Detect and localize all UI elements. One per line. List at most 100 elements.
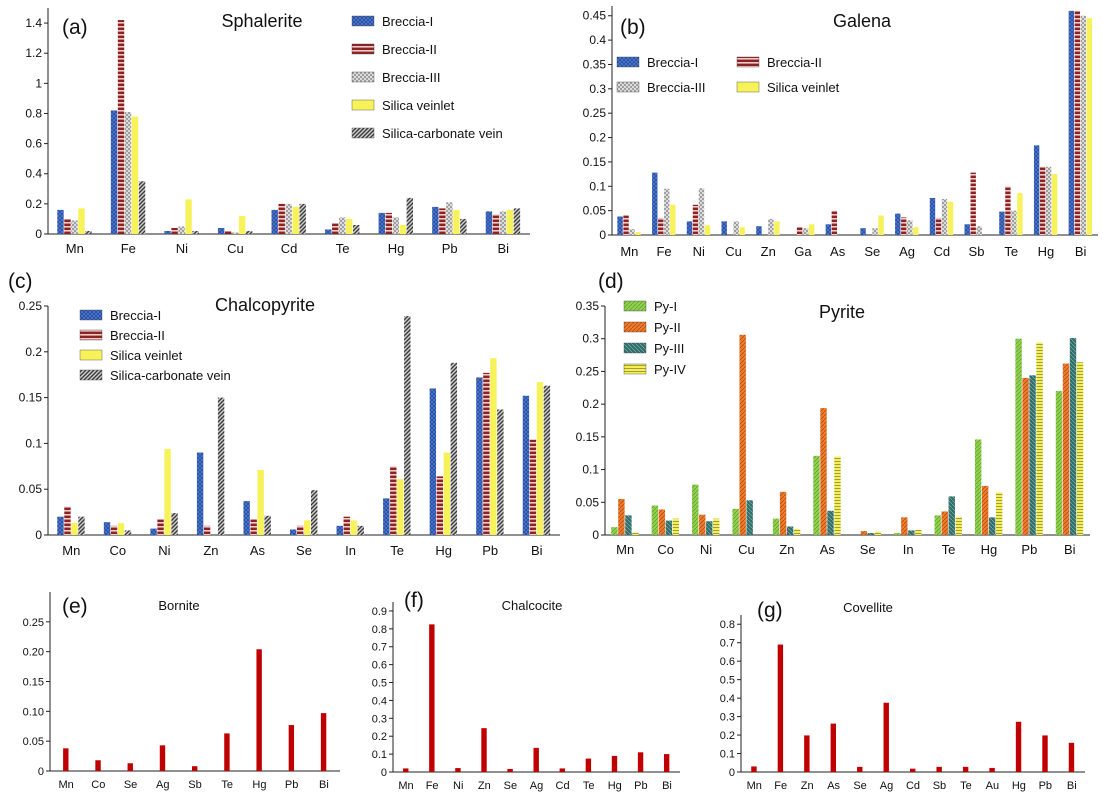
bar-a-silicaCarb-fe	[138, 181, 146, 234]
x-tick-label: As	[820, 542, 836, 557]
bar-c-silicaCarb-bi	[543, 385, 551, 535]
bar-c-silica-pb	[490, 358, 497, 535]
x-tick-label: Mn	[58, 779, 73, 791]
y-tick-label: 0.2	[25, 197, 42, 211]
bar-g-red-cd	[910, 768, 916, 772]
bar-d-py1-bi	[1055, 391, 1063, 535]
x-tick-label: Ag	[880, 780, 893, 792]
legend-label: Py-IV	[654, 362, 686, 377]
bar-d-py2-ni	[699, 514, 706, 535]
chart-title: Chalcocite	[502, 598, 563, 613]
chart-panel-e: 0 0.05 0.10 0.15 0.20 0.25 Mn Co Se Ag Sb Te Hg Pb Bi (…	[23, 592, 340, 791]
bar-a-breccia2-pb	[439, 208, 446, 234]
bar-c-breccia1-in	[336, 525, 343, 535]
bar-c-breccia2-se	[297, 525, 304, 535]
bar-e-red-se	[127, 763, 133, 771]
legend-label: Breccia-II	[767, 55, 822, 70]
bar-c-breccia2-mn	[64, 506, 71, 535]
bar-d-py2-cu	[739, 334, 746, 535]
y-tick-label: 0.45	[583, 9, 607, 23]
bar-c-silica-bi	[536, 382, 544, 535]
x-tick-label: Mn	[62, 543, 80, 558]
bar-d-py1-zn	[772, 518, 780, 535]
y-tick-label: 0.2	[720, 730, 735, 742]
bar-d-py4-ni	[713, 518, 720, 535]
x-tick-label: Fe	[426, 780, 439, 792]
legend-label: Silica veinlet	[767, 80, 840, 95]
bar-b-breccia1-te	[999, 211, 1005, 235]
bar-c-breccia2-hg	[436, 476, 444, 535]
bar-c-silica-co	[117, 523, 125, 535]
y-tick-label: 0.2	[582, 397, 599, 411]
x-tick-label: Hg	[608, 780, 622, 792]
bar-a-breccia3-te	[339, 217, 346, 234]
y-tick-label: 0.25	[23, 617, 44, 629]
bar-f-red-bi	[663, 754, 670, 772]
x-tick-label: Hg	[981, 542, 998, 557]
legend-label: Py-III	[654, 341, 684, 356]
x-tick-label: Te	[942, 542, 956, 557]
legend-swatch	[351, 99, 375, 111]
bar-c-silica-hg	[443, 452, 451, 535]
y-tick-label: 0.05	[19, 482, 43, 496]
bar-g-red-au	[989, 767, 995, 772]
legend-label: Breccia-II	[382, 42, 437, 57]
bar-a-silicaCarb-te	[353, 224, 360, 234]
x-tick-label: Bi	[319, 779, 329, 791]
bar-f-red-zn	[481, 728, 487, 772]
y-tick-label: 0.05	[583, 204, 607, 218]
bar-d-py4-te	[955, 517, 962, 535]
bar-a-breccia3-fe	[124, 111, 132, 234]
legend-swatch	[79, 349, 103, 361]
x-tick-label: Cd	[281, 241, 298, 256]
bar-b-breccia3-te	[1011, 210, 1017, 235]
bar-c-breccia1-mn	[57, 516, 64, 535]
bar-c-breccia1-hg	[429, 388, 437, 535]
bar-e-red-hg	[256, 649, 262, 771]
bar-d-py2-te	[941, 511, 948, 535]
bar-d-py4-hg	[995, 492, 1003, 535]
bar-b-breccia3-fe	[664, 188, 670, 235]
bar-a-breccia2-ni	[171, 227, 178, 234]
bar-b-breccia2-bi	[1074, 10, 1081, 235]
y-tick-label: 0.25	[576, 364, 600, 378]
y-tick-label: 0.7	[372, 642, 387, 654]
bar-a-silicaCarb-pb	[460, 218, 467, 234]
bar-b-breccia3-mn	[629, 229, 635, 235]
x-tick-label: Pb	[1021, 542, 1037, 557]
legend-label: Breccia-I	[647, 55, 698, 70]
bar-a-silica-hg	[399, 224, 407, 234]
bar-b-breccia1-bi	[1068, 10, 1075, 235]
y-tick-label: 0.1	[25, 436, 42, 450]
x-tick-label: As	[827, 780, 840, 792]
bar-b-breccia1-zn	[756, 226, 762, 235]
y-tick-label: 0	[729, 767, 735, 779]
y-tick-label: 0.15	[19, 391, 43, 405]
y-tick-label: 0.20	[23, 647, 44, 659]
x-tick-label: Fe	[121, 241, 136, 256]
chart-panel-c: 0 0.05 0.1 0.15 0.2 0.25 Mn Co Ni Zn As Se In Te Hg Pb B…	[8, 270, 560, 558]
legend-swatch	[736, 81, 760, 93]
bar-a-silicaCarb-cd	[299, 203, 306, 234]
bar-b-silica-te	[1017, 193, 1023, 235]
chart-title: Galena	[833, 11, 892, 31]
bar-c-breccia1-co	[103, 522, 111, 535]
bar-f-red-ag	[533, 747, 539, 772]
bar-c-silica-te	[397, 479, 404, 535]
bar-a-silica-ni	[185, 199, 192, 234]
bar-b-breccia2-te	[1005, 186, 1011, 235]
bar-e-red-pb	[288, 725, 295, 771]
bar-a-breccia2-hg	[385, 212, 393, 234]
bar-d-py1-in	[894, 533, 901, 535]
bar-b-silica-ga	[808, 224, 815, 235]
bar-b-breccia3-ni	[698, 188, 705, 235]
y-tick-label: 1.2	[25, 46, 42, 60]
bar-a-silicaCarb-mn	[85, 230, 92, 234]
x-tick-label: Sb	[188, 779, 201, 791]
bar-c-silica-se	[304, 520, 311, 535]
x-tick-label: Bi	[662, 780, 672, 792]
y-tick-label: 0.10	[23, 706, 44, 718]
legend-label: Py-I	[654, 299, 677, 314]
panel-label: (f)	[404, 589, 424, 612]
panel-label: (d)	[598, 270, 624, 293]
